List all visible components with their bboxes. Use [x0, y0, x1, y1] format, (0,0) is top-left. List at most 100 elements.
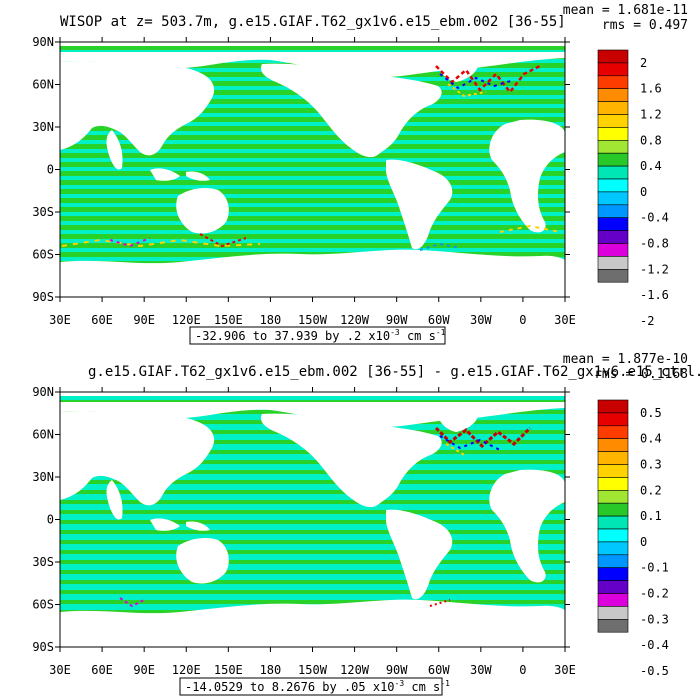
- lat-tick-label: 60S: [32, 598, 54, 612]
- panel-1-land: [176, 188, 229, 234]
- panel-2-ticks: [55, 387, 570, 652]
- colorbar-swatch: [597, 256, 629, 270]
- panel-1-land: [260, 63, 442, 158]
- panel-2-range-text: -14.0529 to 8.2676 by .05 x10-3 cm s-1: [185, 679, 450, 694]
- colorbar-label: 0.2: [640, 483, 662, 497]
- colorbar-label: 0.4: [640, 159, 662, 173]
- lon-tick-label: 90W: [386, 663, 408, 677]
- lon-tick-label: 90E: [133, 663, 155, 677]
- colorbar-swatch: [597, 230, 629, 244]
- colorbar-swatch: [597, 178, 629, 193]
- colorbar-label: -1.2: [640, 262, 669, 276]
- panel-2-land: [60, 392, 565, 396]
- colorbar-label: -1.6: [640, 288, 669, 302]
- colorbar-label: 0.1: [640, 509, 662, 523]
- lon-tick-label: 120E: [172, 663, 201, 677]
- colorbar-label: -0.5: [640, 664, 669, 678]
- lon-tick-label: 150W: [298, 663, 328, 677]
- panel-1-land: [150, 168, 210, 181]
- colorbar-swatch: [597, 528, 629, 543]
- panel-2-land: [489, 469, 565, 583]
- colorbar-swatch: [597, 438, 629, 452]
- lon-tick-label: 0: [519, 663, 526, 677]
- panel-2-title: g.e15.GIAF.T62_gx1v6.e15_ebm.002 [36-55]…: [88, 364, 700, 380]
- panel-2-colorbar: 0.5 0.4 0.3 0.2 0.1 0 -0.1 -0.2 -0.3 -0.4 -0.5: [597, 399, 669, 678]
- lat-tick-label: 0: [47, 513, 54, 527]
- panel-1-range-text: -32.906 to 37.939 by .2 x10-3 cm s-1: [195, 328, 446, 343]
- colorbar-swatch: [597, 567, 629, 581]
- panel-1-title: WISOP at z= 503.7m, g.e15.GIAF.T62_gx1v6…: [60, 14, 566, 30]
- panel-1-ticks: [55, 37, 570, 302]
- colorbar-swatch: [597, 541, 629, 556]
- panel-1-map: [55, 37, 570, 302]
- panel-1-hotspots: [61, 64, 561, 251]
- colorbar-swatch: [597, 451, 629, 465]
- colorbar-swatch: [597, 140, 629, 154]
- panel-1-mean: mean = 1.681e-11: [563, 3, 688, 18]
- lon-tick-label: 30E: [49, 663, 71, 677]
- colorbar-label: -0.3: [640, 612, 669, 626]
- colorbar-swatch: [597, 425, 629, 439]
- panel-2-land: [436, 409, 478, 432]
- panel-1-land: [489, 119, 565, 233]
- lon-tick-label: 90W: [386, 313, 408, 327]
- panel-1: WISOP at z= 503.7m, g.e15.GIAF.T62_gx1v6…: [32, 3, 688, 345]
- lon-tick-label: 60W: [428, 313, 450, 327]
- colorbar-label: 0.4: [640, 432, 662, 446]
- colorbar-swatch: [597, 515, 629, 530]
- panel-2-rms: rms = 0.1168: [594, 367, 688, 382]
- lon-tick-label: 120W: [340, 663, 370, 677]
- colorbar-label: -2: [640, 314, 654, 328]
- lon-tick-label: 30W: [470, 313, 492, 327]
- panel-2-land: [260, 413, 442, 508]
- colorbar-swatch: [597, 464, 629, 478]
- lat-tick-label: 90N: [32, 35, 54, 49]
- lat-tick-label: 60S: [32, 248, 54, 262]
- colorbar-swatch: [597, 554, 629, 568]
- panel-1-range-label: -32.906 to 37.939 by .2 x10-3 cm s-1: [189, 326, 446, 345]
- panel-1-lon-labels: 30E 60E 90E 120E 150E 180 150W 120W 90W 60W 30W 0 30…: [49, 313, 576, 327]
- panel-2-hotspots: [119, 426, 532, 608]
- colorbar-swatch: [597, 268, 629, 283]
- panel-2-land: [386, 509, 453, 600]
- panel-2-lon-labels: 30E 60E 90E 120E 150E 180 150W 120W 90W 60W 30W 0 30…: [49, 663, 576, 677]
- panel-2-land: [150, 518, 210, 531]
- panel-1-lat-labels: 90N 60N 30N 0 30S 60S 90S: [32, 35, 54, 304]
- colorbar-swatch: [597, 114, 629, 128]
- colorbar-swatch: [597, 75, 629, 90]
- panel-2-range-label: -14.0529 to 8.2676 by .05 x10-3 cm s-1: [179, 677, 450, 696]
- colorbar-swatch: [597, 152, 629, 167]
- colorbar-label: 0.8: [640, 133, 662, 147]
- panel-1-land: [386, 159, 453, 250]
- colorbar-swatch: [597, 88, 629, 102]
- lat-tick-label: 30S: [32, 205, 54, 219]
- panel-1-range-box: [189, 326, 446, 345]
- lat-tick-label: 90S: [32, 640, 54, 654]
- colorbar-swatch: [597, 204, 629, 219]
- panel-2-land: [60, 411, 215, 506]
- colorbar-label: -0.2: [640, 587, 669, 601]
- colorbar-swatch: [597, 489, 629, 504]
- colorbar-label: 1.2: [640, 108, 662, 122]
- colorbar-swatch: [597, 477, 629, 491]
- colorbar-swatch: [597, 127, 629, 141]
- colorbar-label: 0: [640, 185, 647, 199]
- colorbar-swatch: [597, 49, 629, 64]
- colorbar-swatch: [597, 580, 629, 594]
- lat-tick-label: 30N: [32, 470, 54, 484]
- panel-2-land: [60, 402, 565, 428]
- panel-1-land: [106, 130, 123, 170]
- lat-tick-label: 90N: [32, 385, 54, 399]
- lon-tick-label: 30W: [470, 663, 492, 677]
- lon-tick-label: 180: [260, 663, 282, 677]
- colorbar-label: 0: [640, 535, 647, 549]
- colorbar-swatch: [597, 618, 629, 633]
- panel-1-land: [60, 52, 565, 78]
- panel-2-range-box: [179, 677, 443, 696]
- lon-tick-label: 60E: [91, 663, 113, 677]
- colorbar-swatch: [597, 243, 629, 257]
- lon-tick-label: 30E: [554, 663, 576, 677]
- panel-2-land: [60, 599, 565, 647]
- colorbar-label: 2: [640, 56, 647, 70]
